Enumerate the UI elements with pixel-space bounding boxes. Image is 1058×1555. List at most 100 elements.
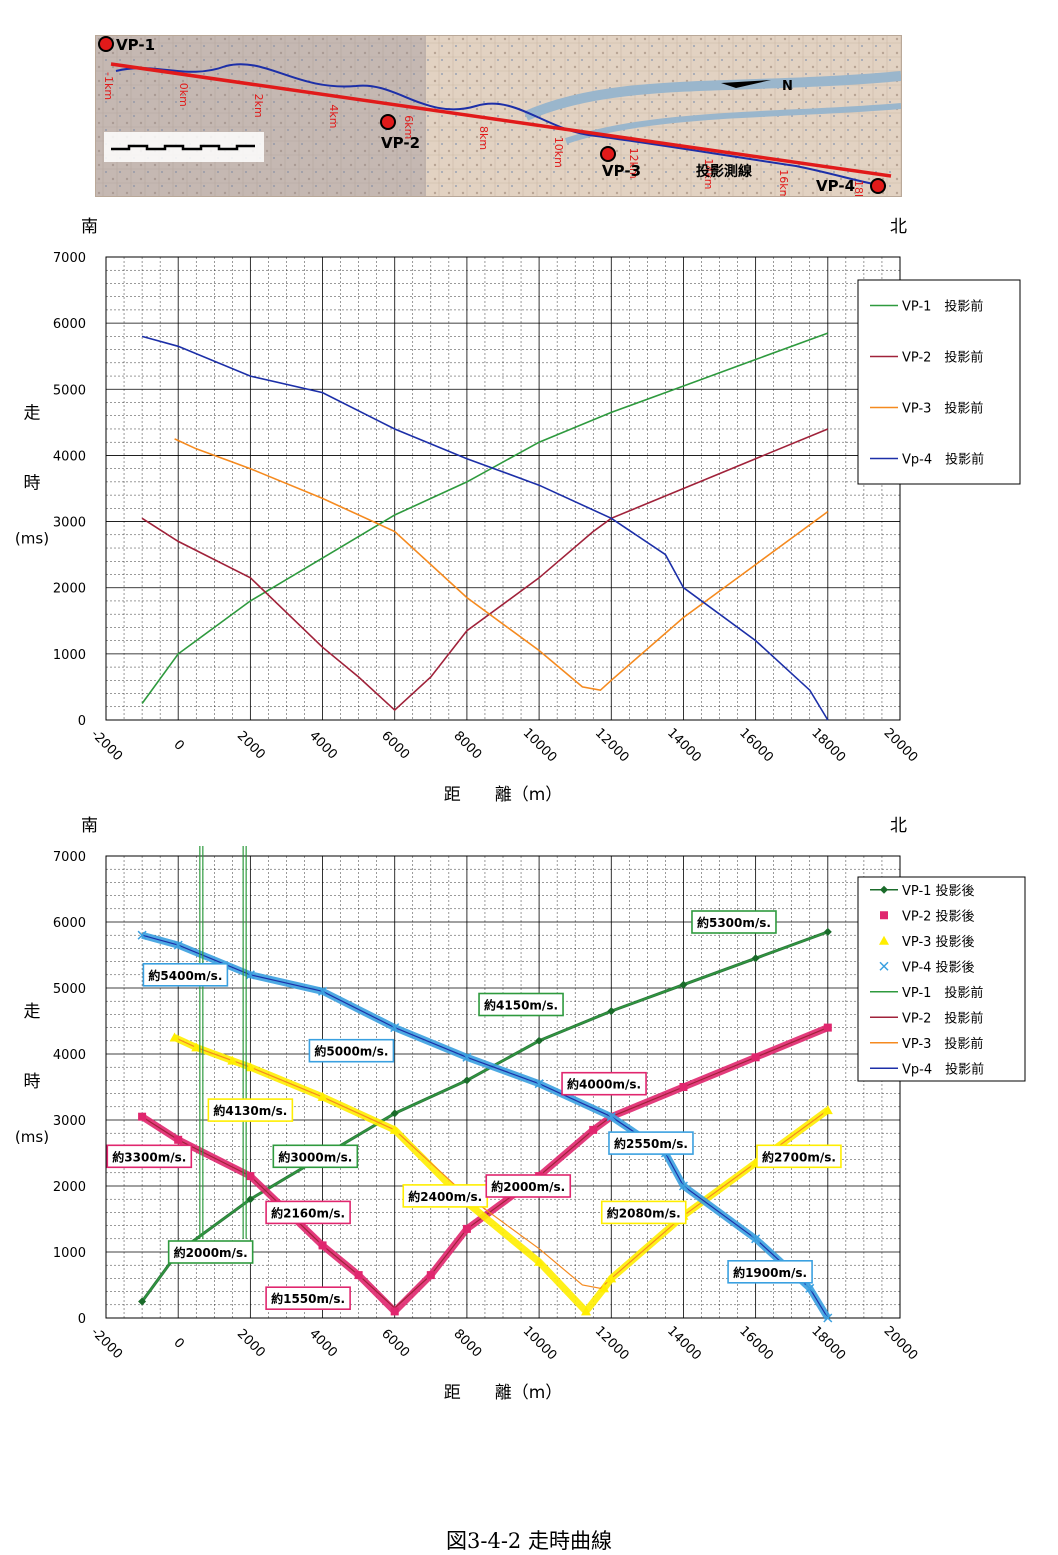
series-point xyxy=(462,1224,471,1233)
y-axis-label-2: 時 xyxy=(24,1072,41,1092)
urban-area xyxy=(96,36,426,196)
velocity-annotation-box xyxy=(265,1286,351,1310)
series-point xyxy=(389,1124,400,1134)
y-tick-label: 7000 xyxy=(53,850,86,865)
series-point xyxy=(822,1105,833,1115)
km-label: 0km xyxy=(177,83,190,107)
scale-bar xyxy=(111,144,255,151)
series-point xyxy=(534,1256,545,1266)
x-tick-label: 18000 xyxy=(808,1324,848,1364)
series-point xyxy=(535,1036,544,1045)
velocity-annotation-box xyxy=(272,1144,359,1169)
km-label: 10km xyxy=(552,137,565,168)
vp-label: VP-3 xyxy=(602,162,641,180)
vp-marker-vp-3 xyxy=(600,146,616,162)
series-point xyxy=(534,1079,544,1089)
north-side-label: 北 xyxy=(890,217,907,237)
velocity-annotation: 約2000m/s. xyxy=(491,1179,565,1194)
river-2 xyxy=(565,103,901,144)
legend-marker xyxy=(879,935,889,945)
y-tick-label: 6000 xyxy=(53,916,86,931)
series-point xyxy=(173,940,183,950)
series-point xyxy=(678,1181,688,1191)
velocity-annotation: 約2550m/s. xyxy=(614,1136,688,1151)
legend-label: VP-3 投影前 xyxy=(902,401,983,417)
series-line-4 xyxy=(141,335,829,721)
velocity-annotation-box xyxy=(561,1071,647,1096)
velocity-annotation: 約2400m/s. xyxy=(408,1189,482,1204)
y-axis-label-2: 時 xyxy=(24,474,41,494)
velocity-annotation-box xyxy=(691,910,777,934)
series-point xyxy=(581,1306,592,1316)
vp-marker-vp-2 xyxy=(380,114,396,130)
series-point xyxy=(227,1055,238,1065)
velocity-annotation: 約4150m/s. xyxy=(484,998,558,1013)
legend-label: VP-3 投影後 xyxy=(902,934,975,950)
x-tick-label: 2000 xyxy=(234,1327,268,1361)
legend-label: VP-1 投影前 xyxy=(902,985,983,1001)
km-label: 4km xyxy=(327,104,340,128)
x-tick-label: 12000 xyxy=(592,1324,632,1364)
series-point xyxy=(354,1271,363,1280)
series-point xyxy=(823,927,832,936)
figure-caption: 図3-4-2 走時曲線 xyxy=(446,1529,612,1553)
km-label: 8km xyxy=(477,126,490,150)
travel-time-chart-after: 南北-2000 0 2000 4000 6000 8000 10000 12000 14000 1… xyxy=(15,816,1026,1403)
series-point xyxy=(462,1076,471,1085)
y-tick-label: 4000 xyxy=(53,1048,86,1063)
velocity-annotation-box xyxy=(167,1240,254,1264)
y-tick-label: 7000 xyxy=(53,251,86,266)
velocity-annotation: 約4130m/s. xyxy=(213,1103,287,1118)
series-point xyxy=(751,1234,761,1244)
series-line-2 xyxy=(141,428,829,712)
legend-label: Vp-4 投影前 xyxy=(902,452,984,468)
x-tick-label: 10000 xyxy=(520,1324,560,1364)
series-point xyxy=(751,1053,760,1062)
series-point xyxy=(390,1109,399,1118)
legend-label: Vp-4 投影前 xyxy=(902,1061,984,1077)
south-label: 南 xyxy=(81,217,98,237)
velocity-annotation-box xyxy=(485,1174,572,1198)
y-axis-label-1: 走 xyxy=(24,404,41,424)
series-point xyxy=(606,1273,617,1283)
series-point xyxy=(246,1195,255,1204)
legend-label: VP-1 投影後 xyxy=(902,883,975,899)
legend-marker xyxy=(880,911,888,920)
velocity-annotation: 約5000m/s. xyxy=(314,1044,388,1059)
vp-label: VP-1 xyxy=(116,36,155,54)
velocity-annotation: 約5400m/s. xyxy=(148,968,222,983)
survey-line xyxy=(110,62,892,178)
y-tick-label: 3000 xyxy=(53,516,86,531)
north-side-label: 北 xyxy=(890,816,907,836)
velocity-annotation: 約2000m/s. xyxy=(174,1245,248,1260)
series-point xyxy=(589,1125,598,1134)
north-arrow-icon xyxy=(721,80,771,88)
series-line-3 xyxy=(174,438,829,692)
north-label: N xyxy=(782,79,793,94)
velocity-annotation: 約2080m/s. xyxy=(607,1205,681,1220)
x-axis-label: 距 離（m） xyxy=(444,785,563,805)
series-point xyxy=(679,980,688,989)
series-point xyxy=(245,970,255,980)
series-point xyxy=(679,1083,688,1091)
velocity-annotation: 約2160m/s. xyxy=(271,1205,345,1220)
series-point xyxy=(805,1283,815,1293)
legend-label: VP-1 投影前 xyxy=(902,299,983,315)
velocity-annotation-box xyxy=(142,962,229,987)
x-tick-label: 4000 xyxy=(306,1327,340,1361)
y-tick-label: 1000 xyxy=(53,648,86,663)
y-tick-label: 0 xyxy=(78,1312,86,1327)
legend-marker xyxy=(880,885,888,894)
south-label: 南 xyxy=(81,816,98,836)
series-point xyxy=(823,1313,833,1323)
x-tick-label: 0 xyxy=(170,1335,186,1351)
x-tick-label: 6000 xyxy=(378,1327,412,1361)
series-point xyxy=(137,930,147,940)
velocity-annotation: 約2700m/s. xyxy=(762,1149,836,1164)
series-line-1 xyxy=(141,332,829,704)
y-tick-label: 1000 xyxy=(53,1246,86,1261)
series-point xyxy=(751,954,760,963)
river xyxy=(523,71,901,121)
km-label: 2km xyxy=(252,94,265,118)
